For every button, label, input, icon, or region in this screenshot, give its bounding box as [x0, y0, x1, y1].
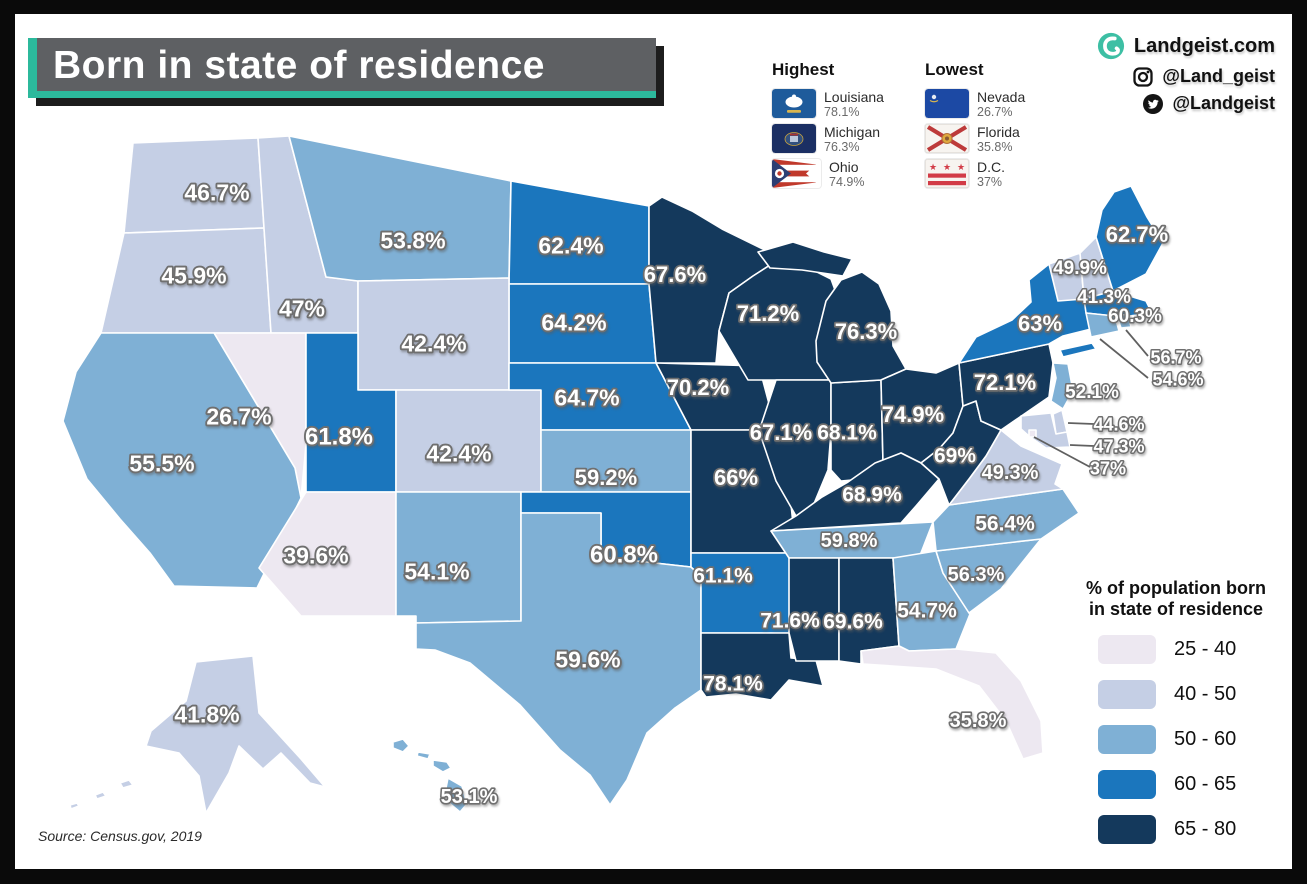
rank-state-value: 35.8% — [977, 140, 1013, 154]
site-name: Landgeist.com — [1133, 34, 1275, 57]
flag-nevada-icon — [925, 89, 969, 118]
rank-state-value: 74.9% — [829, 175, 865, 189]
highest-row-2: Michigan 76.3% — [772, 124, 884, 153]
legend-swatch-50-60 — [1098, 725, 1156, 754]
flag-michigan-icon — [772, 124, 816, 153]
svg-text:★: ★ — [957, 163, 965, 173]
legend-range-label: 60 - 65 — [1174, 773, 1237, 795]
highest-row-1: Louisiana 78.1% — [772, 89, 884, 118]
page-title: Born in state of residence — [53, 44, 545, 87]
rank-state-value: 37% — [977, 175, 1003, 189]
legend-swatch-60-65 — [1098, 770, 1156, 799]
legend-row-2: 40 - 50 — [1058, 680, 1294, 709]
legend-range-label: 40 - 50 — [1174, 683, 1237, 705]
rank-state-value: 26.7% — [977, 105, 1013, 119]
rank-state-name: Michigan — [824, 124, 881, 140]
legend-range-label: 50 - 60 — [1174, 728, 1237, 750]
rank-state-name: Nevada — [977, 89, 1026, 105]
instagram-handle: @Land_geist — [1162, 66, 1275, 86]
legend-title-line1: % of population born — [1086, 578, 1266, 598]
landgeist-logo-icon — [1097, 32, 1124, 60]
lowest-row-3: ★ ★ ★ D.C. 37% — [925, 159, 1025, 188]
lowest-panel: Lowest Nevada 26.7% Florida 35.8% — [925, 60, 1025, 194]
rank-state-name: Louisiana — [824, 89, 884, 105]
instagram-link[interactable]: @Land_geist — [1133, 66, 1275, 87]
rank-state-name: Florida — [977, 124, 1020, 140]
rank-state-name: Ohio — [829, 159, 859, 175]
lowest-row-2: Florida 35.8% — [925, 124, 1025, 153]
flag-dc-icon: ★ ★ ★ — [925, 159, 969, 188]
legend-row-5: 65 - 80 — [1058, 815, 1294, 844]
legend-row-4: 60 - 65 — [1058, 770, 1294, 799]
legend-swatch-40-50 — [1098, 680, 1156, 709]
title-banner: Born in state of residence — [28, 38, 656, 98]
legend-swatch-25-40 — [1098, 635, 1156, 664]
twitter-icon — [1143, 93, 1164, 114]
twitter-handle: @Landgeist — [1172, 93, 1275, 113]
highest-panel: Highest Louisiana 78.1% Michigan — [772, 60, 884, 194]
twitter-link[interactable]: @Landgeist — [1143, 93, 1275, 114]
map-legend: % of population born in state of residen… — [1058, 578, 1294, 860]
lowest-heading: Lowest — [925, 60, 984, 79]
legend-range-label: 25 - 40 — [1174, 638, 1237, 660]
rank-state-name: D.C. — [977, 159, 1005, 175]
legend-title: % of population born in state of residen… — [1058, 578, 1294, 620]
legend-row-1: 25 - 40 — [1058, 635, 1294, 664]
legend-row-3: 50 - 60 — [1058, 725, 1294, 754]
instagram-icon — [1133, 66, 1154, 87]
flag-florida-icon — [925, 124, 969, 153]
svg-text:★: ★ — [943, 163, 951, 173]
legend-swatch-65-80 — [1098, 815, 1156, 844]
website-link[interactable]: Landgeist.com — [1097, 32, 1275, 60]
legend-range-label: 65 - 80 — [1174, 818, 1237, 840]
source-note: Source: Census.gov, 2019 — [38, 828, 202, 844]
lowest-row-1: Nevada 26.7% — [925, 89, 1025, 118]
branding-block: Landgeist.com @Land_geist @Landgeist — [1097, 32, 1275, 114]
svg-text:★: ★ — [929, 163, 937, 173]
highest-heading: Highest — [772, 60, 835, 79]
flag-louisiana-icon — [772, 89, 816, 118]
rank-state-value: 78.1% — [824, 105, 860, 119]
rank-state-value: 76.3% — [824, 140, 860, 154]
flag-ohio-icon — [772, 159, 816, 188]
legend-title-line2: in state of residence — [1088, 599, 1264, 619]
highest-row-3: Ohio 74.9% — [772, 159, 884, 188]
